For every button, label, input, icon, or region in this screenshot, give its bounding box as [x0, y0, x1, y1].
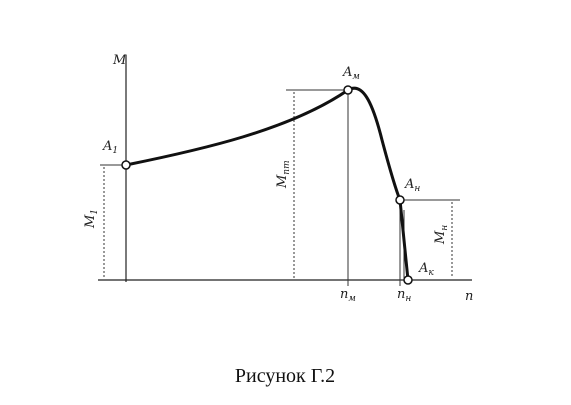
label: Aм [342, 65, 360, 82]
label: M1 [83, 209, 100, 229]
label-sub: 1 [90, 209, 100, 215]
label-main: A [418, 261, 428, 276]
label: A1 [102, 139, 118, 156]
point [121, 160, 131, 170]
label-sub: м [348, 294, 355, 304]
label-sub: н [405, 294, 411, 304]
label-main: A [342, 65, 352, 80]
label: nм [340, 287, 356, 304]
points [121, 85, 413, 285]
label-main: M [112, 53, 127, 68]
label-main: n [397, 287, 405, 302]
label-sub: м [352, 72, 359, 82]
label-sub: 1 [112, 146, 118, 156]
label-sub: к [428, 268, 434, 278]
label: n [465, 289, 473, 304]
label-main: A [404, 177, 414, 192]
label-main: M [83, 214, 98, 229]
label: Aн [404, 177, 420, 194]
label-main: M [433, 230, 448, 245]
label: M [112, 53, 127, 68]
label-main: n [465, 289, 473, 304]
point [403, 275, 413, 285]
label-main: A [102, 139, 112, 154]
caption: Рисунок Г.2 [235, 365, 335, 387]
label: Mпт [275, 160, 292, 189]
point [395, 195, 405, 205]
label: nн [397, 287, 411, 304]
torque-curve [125, 86, 410, 281]
label: Mн [433, 225, 450, 245]
point [343, 85, 353, 95]
label-main: n [340, 287, 348, 302]
label-sub: пт [282, 160, 292, 174]
label-sub: н [440, 225, 450, 231]
label-sub: н [414, 184, 420, 194]
label: Aк [418, 261, 434, 278]
label-main: M [275, 174, 290, 189]
